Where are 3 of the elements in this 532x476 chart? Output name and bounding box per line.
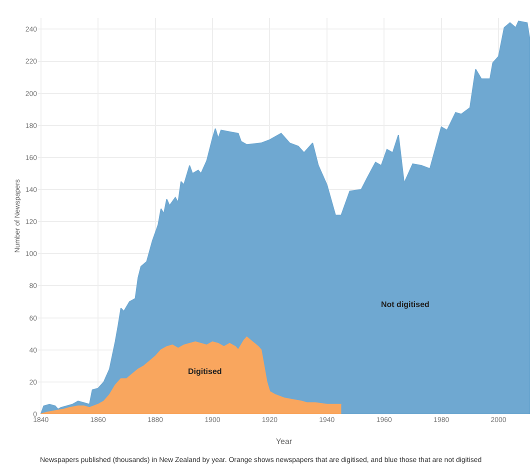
x-axis-title: Year [276,437,292,446]
series-label: Digitised [188,367,222,376]
series-label: Not digitised [381,300,430,309]
